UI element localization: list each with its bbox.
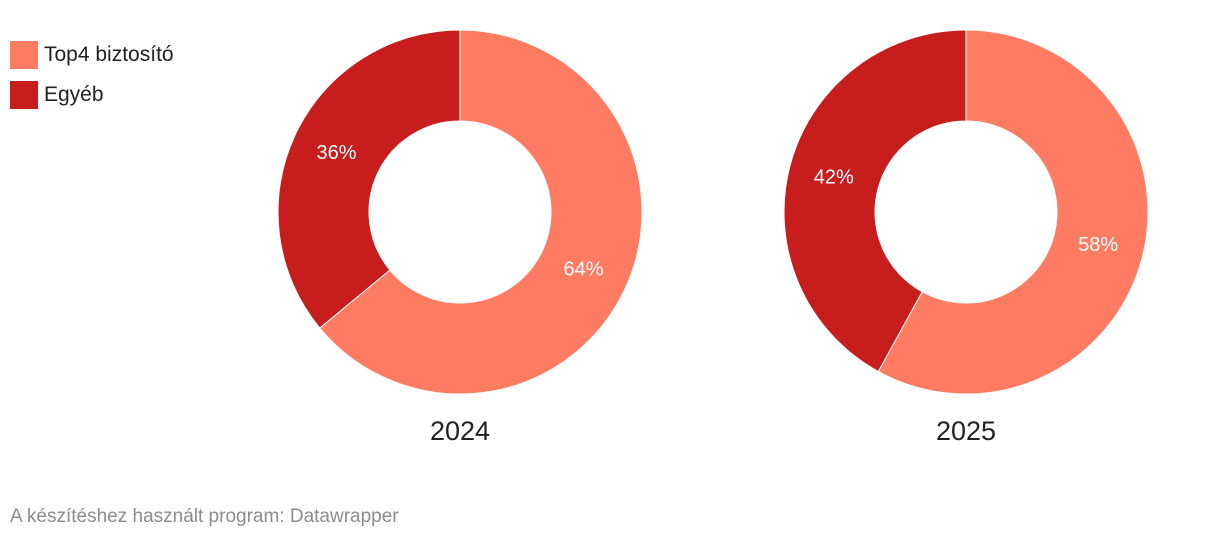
legend-swatch-egyeb <box>10 81 38 109</box>
footer-credit: A készítéshez használt program: Datawrap… <box>10 506 399 527</box>
chart-label-2024: 2024 <box>430 416 490 446</box>
slice-2024-1 <box>277 29 461 329</box>
legend-label-top4: Top4 biztosító <box>44 43 174 66</box>
legend-item-top4: Top4 biztosító <box>10 40 174 70</box>
legend-swatch-top4 <box>10 41 38 69</box>
slice-2024-0 <box>319 29 643 395</box>
legend-label-egyeb: Egyéb <box>44 83 104 106</box>
slice-label-2025-0: 58% <box>1078 234 1118 256</box>
slice-label-2024-0: 64% <box>563 258 603 280</box>
legend-item-egyeb: Egyéb <box>10 80 174 110</box>
slice-label-2025-1: 42% <box>814 166 854 188</box>
slice-label-2024-1: 36% <box>316 142 356 164</box>
slice-2025-1 <box>783 29 967 373</box>
slice-2025-0 <box>877 29 1149 395</box>
legend: Top4 biztosító Egyéb <box>10 40 174 120</box>
chart-label-2025: 2025 <box>936 416 996 446</box>
